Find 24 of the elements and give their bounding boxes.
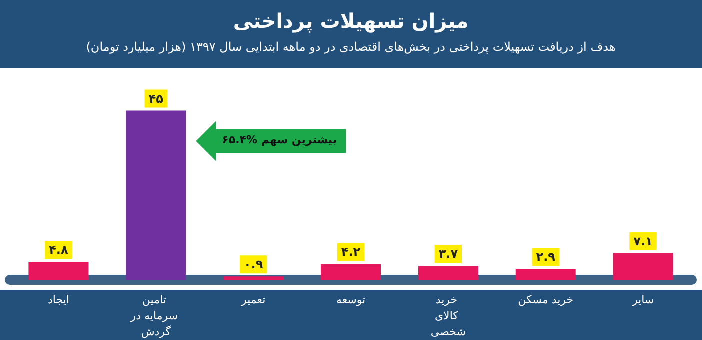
- x-tick-label: تامین سرمایه در گردش: [130, 294, 182, 338]
- x-tick-label: ایجاد: [48, 294, 70, 306]
- bar: [28, 262, 89, 280]
- x-tick-label: تعمیر: [240, 294, 266, 306]
- x-tick-label: خرید مسکن: [518, 294, 574, 306]
- data-label: ۷.۱: [634, 234, 653, 248]
- annotation: ۶۵.۴% بیشترین سهم: [222, 133, 338, 146]
- bar: [321, 264, 381, 280]
- data-label: ۲.۹: [536, 250, 556, 264]
- bar: [613, 253, 674, 280]
- data-label: ۴۵: [148, 92, 164, 106]
- x-tick-label: سایر: [631, 294, 654, 306]
- data-label: ۴.۲: [341, 245, 362, 260]
- bar: [418, 266, 478, 280]
- chart-subtitle: هدف از دریافت تسهیلات پرداختی در بخش‌های اقتصادی در دو ماهه ابتدایی سال ۱۳۹۷ (هزار میلیارد تومان): [86, 40, 616, 54]
- data-label: ۳.۷: [438, 247, 459, 262]
- bar: [224, 276, 284, 280]
- chart-title: میزان تسهیلات پرداختی: [233, 9, 469, 33]
- x-tick-label: خرید کالای شخصی: [430, 294, 466, 338]
- bar: [516, 269, 576, 280]
- bar: [126, 110, 186, 280]
- data-label: ۴.۸: [49, 242, 69, 257]
- data-label: ۰.۹: [244, 258, 264, 272]
- x-tick-label: توسعه: [336, 294, 366, 306]
